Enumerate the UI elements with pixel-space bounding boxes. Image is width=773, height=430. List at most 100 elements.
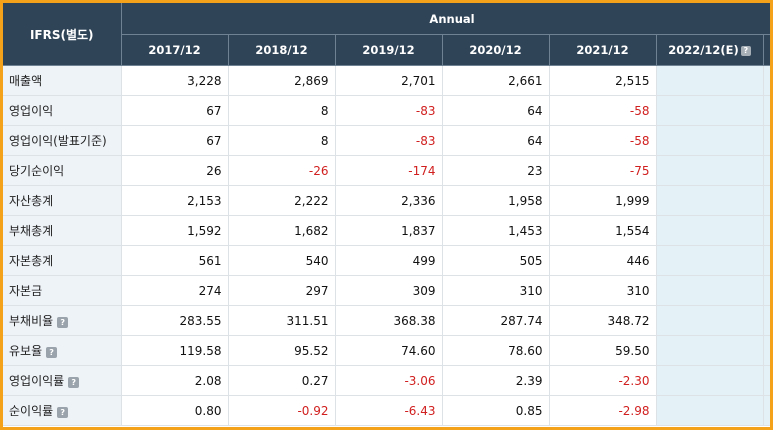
partial-column-cell [763, 95, 770, 126]
value-cell: 1,453 [442, 215, 550, 246]
help-icon[interactable]: ? [46, 347, 58, 358]
row-label: 자산총계 [9, 194, 54, 208]
value-cell: -2.30 [549, 365, 657, 396]
annual-label: Annual [429, 11, 475, 26]
row-label: 순이익률 [9, 404, 54, 418]
value-cell: 8 [228, 95, 336, 126]
value-cell: 310 [549, 275, 657, 306]
value-cell: 78.60 [442, 335, 550, 366]
value-cell: 59.50 [549, 335, 657, 366]
row-label: 매출액 [9, 74, 43, 88]
help-icon[interactable]: ? [57, 407, 69, 418]
value-cell [656, 305, 764, 336]
row-label: 영업이익(발표기준) [9, 134, 107, 148]
value-cell: 2.39 [442, 365, 550, 396]
row-label: 유보율 [9, 344, 43, 358]
table-row: 자산총계 2,153 2,222 2,336 1,958 1,999 [3, 185, 770, 216]
value-cell: 1,592 [121, 215, 229, 246]
value-cell: 297 [228, 275, 336, 306]
value-cell [656, 95, 764, 126]
value-cell: 95.52 [228, 335, 336, 366]
accounting-basis-label: IFRS(별도) [29, 27, 94, 42]
estimate-help-icon[interactable]: ? [740, 46, 751, 56]
partial-column-cell [763, 305, 770, 336]
accounting-basis-header: IFRS(별도) [3, 3, 122, 66]
value-cell: 1,958 [442, 185, 550, 216]
row-label: 영업이익률 [9, 374, 65, 388]
value-cell: 2,222 [228, 185, 336, 216]
value-cell: 2,515 [549, 65, 657, 96]
value-cell: 283.55 [121, 305, 229, 336]
help-icon[interactable]: ? [57, 317, 69, 328]
row-label-cell: 영업이익 [3, 95, 122, 126]
table-row: 부채비율? 283.55 311.51 368.38 287.74 348.72 [3, 305, 770, 336]
value-cell: 0.85 [442, 395, 550, 426]
value-cell: 74.60 [335, 335, 443, 366]
table-row: 유보율? 119.58 95.52 74.60 78.60 59.50 [3, 335, 770, 366]
value-cell: 540 [228, 245, 336, 276]
row-label: 자본금 [9, 284, 43, 298]
value-cell: 348.72 [549, 305, 657, 336]
value-cell: -58 [549, 95, 657, 126]
partial-column-cell [763, 245, 770, 276]
value-cell: -0.92 [228, 395, 336, 426]
table-row: 영업이익(발표기준) 67 8 -83 64 -58 [3, 125, 770, 156]
row-label-cell: 자본총계 [3, 245, 122, 276]
value-cell: 64 [442, 125, 550, 156]
value-cell: 2,336 [335, 185, 443, 216]
value-cell: 2,701 [335, 65, 443, 96]
period-header-2021: 2021/12 [549, 34, 657, 66]
value-cell: 23 [442, 155, 550, 186]
table-row: 당기순이익 26 -26 -174 23 -75 [3, 155, 770, 186]
value-cell: 119.58 [121, 335, 229, 366]
value-cell: 0.27 [228, 365, 336, 396]
value-cell [656, 245, 764, 276]
value-cell: 446 [549, 245, 657, 276]
partial-column-cell [763, 215, 770, 246]
help-icon[interactable]: ? [68, 377, 80, 388]
row-label-cell: 순이익률? [3, 395, 122, 426]
row-label: 부채비율 [9, 314, 54, 328]
value-cell: 1,682 [228, 215, 336, 246]
value-cell: -83 [335, 125, 443, 156]
value-cell: -6.43 [335, 395, 443, 426]
table-row: 매출액 3,228 2,869 2,701 2,661 2,515 [3, 65, 770, 96]
value-cell: -75 [549, 155, 657, 186]
row-label-cell: 자산총계 [3, 185, 122, 216]
row-label: 자본총계 [9, 254, 54, 268]
value-cell [656, 125, 764, 156]
value-cell: 561 [121, 245, 229, 276]
value-cell: 8 [228, 125, 336, 156]
partial-column-cell [763, 155, 770, 186]
table-body: 매출액 3,228 2,869 2,701 2,661 2,515 영업이익 67 8 -83 64… [3, 65, 770, 426]
value-cell: 505 [442, 245, 550, 276]
partial-column-cell [763, 395, 770, 426]
value-cell: -26 [228, 155, 336, 186]
value-cell [656, 215, 764, 246]
partial-column-cell [763, 275, 770, 306]
row-label-cell: 유보율? [3, 335, 122, 366]
table-row: 자본총계 561 540 499 505 446 [3, 245, 770, 276]
value-cell: 499 [335, 245, 443, 276]
value-cell [656, 155, 764, 186]
value-cell [656, 65, 764, 96]
value-cell: 1,837 [335, 215, 443, 246]
annual-group-header: Annual [121, 3, 770, 35]
value-cell: 2.08 [121, 365, 229, 396]
value-cell: -58 [549, 125, 657, 156]
period-header-2017: 2017/12 [121, 34, 229, 66]
row-label-cell: 영업이익률? [3, 365, 122, 396]
table-row: 영업이익 67 8 -83 64 -58 [3, 95, 770, 126]
value-cell: 0.80 [121, 395, 229, 426]
value-cell: 309 [335, 275, 443, 306]
value-cell: 2,153 [121, 185, 229, 216]
value-cell: 67 [121, 125, 229, 156]
value-cell: -174 [335, 155, 443, 186]
value-cell [656, 275, 764, 306]
value-cell: -83 [335, 95, 443, 126]
period-header-2022-estimate: 2022/12(E)? [656, 34, 764, 66]
value-cell: -3.06 [335, 365, 443, 396]
financial-table: IFRS(별도) Annual 2017/12 2018/12 2019/12 … [3, 3, 770, 426]
value-cell: 310 [442, 275, 550, 306]
